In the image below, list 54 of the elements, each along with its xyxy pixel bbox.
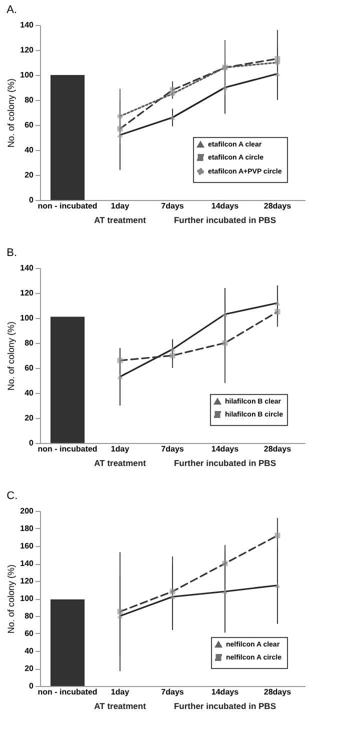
x-tick-label: non - incubated [38,444,98,454]
x-tick-label: 1day [110,688,130,696]
y-tick-label: 80 [24,338,34,348]
x-tick-label: 28days [264,202,292,210]
y-tick-label: 140 [20,20,34,30]
y-tick-label: 60 [24,364,34,372]
y-tick-label: 60 [24,120,34,130]
y-tick-label: 120 [20,46,34,54]
x-tick-label: non - incubated [38,688,98,696]
y-axis-title: No. of colony (%) [6,321,16,391]
y-tick-label: 100 [20,70,34,80]
x-tick-label: 14days [211,202,240,210]
y-tick-label: 20 [24,414,34,422]
x-tick-label: 14days [211,688,240,696]
y-tick-label: 140 [20,559,34,568]
x-tick-label: 28days [264,444,292,454]
chart-title: A. [6,4,18,16]
x-tick-label: 1day [110,444,130,454]
y-tick-label: 40 [24,146,34,154]
y-tick-label: 40 [24,646,34,656]
y-tick-label: 80 [24,96,34,104]
text: AT treatment [94,458,146,468]
y-tick-label: 20 [24,664,34,673]
y-tick-label: 180 [20,524,34,533]
y-tick-label: 0 [29,682,34,690]
y-tick-label: 160 [20,542,34,550]
y-tick-label: 140 [20,264,34,272]
y-axis-title: No. of colony (%) [6,78,16,148]
text: Further incubated in PBS [174,215,276,225]
text: Further incubated in PBS [174,458,276,468]
y-tick-label: 200 [20,506,34,516]
y-axis-title: No. of colony (%) [6,564,16,634]
y-tick-label: 0 [29,438,34,448]
x-tick-label: 7days [161,444,184,454]
x-tick-label: 1day [110,202,130,210]
y-tick-label: 60 [24,629,34,638]
chart-title: C. [6,490,18,502]
text: Further incubated in PBS [174,701,276,711]
text: AT treatment [94,701,146,711]
y-tick-label: 0 [29,196,34,204]
text: AT treatment [94,215,146,225]
y-tick-label: 20 [24,170,34,180]
x-tick-label: 7days [161,202,184,210]
y-tick-label: 120 [20,288,34,298]
y-tick-label: 100 [20,594,34,603]
x-tick-label: non - incubated [38,202,98,210]
y-tick-label: 100 [20,314,34,322]
y-tick-label: 40 [24,388,34,398]
x-tick-label: 28days [264,688,292,696]
x-tick-label: 7days [161,688,184,696]
y-tick-label: 120 [20,576,34,586]
x-tick-label: 14days [211,444,240,454]
chart-title: B. [6,247,18,259]
y-tick-label: 80 [24,612,34,620]
